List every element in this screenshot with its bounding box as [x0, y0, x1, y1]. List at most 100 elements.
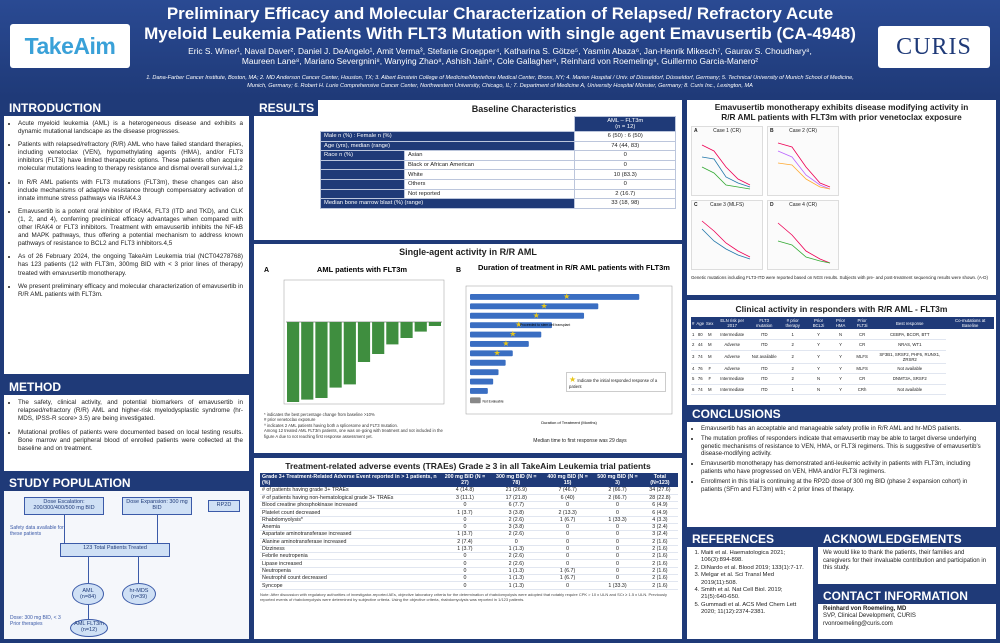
responders-cell: Intermediate [714, 329, 750, 340]
responders-cell: Adverse [714, 339, 750, 351]
traes-cell: Aspartate aminotransferase increased [260, 530, 440, 539]
swimmer-bar [470, 322, 552, 329]
response-star-icon: ★ [533, 311, 540, 320]
traes-panel: Treatment-related adverse events (TRAEs)… [253, 457, 683, 640]
traes-cell: 2 (1.6) [641, 567, 678, 576]
responders-cell: 1 [691, 329, 696, 340]
responders-row: 6 74 M Intermediate ITD 1 N Y CRh Not available [691, 384, 994, 395]
responders-cell: CR [851, 329, 874, 340]
waterfall-bar [428, 322, 441, 326]
traes-cell: 0 [593, 538, 642, 546]
contact-name: Reinhard von Roemeling, MD [823, 606, 907, 612]
swimmer-footnote: Median time to first response was 29 day… [533, 438, 627, 444]
waterfall-bar [343, 322, 356, 385]
responders-header: Sex [705, 317, 715, 329]
panel-a-title: AML patients with FLT3m [317, 265, 407, 274]
baseline-row: Black or African American 0 [320, 159, 676, 171]
contact-role: SVP, Clinical Development, CURIS [823, 613, 916, 620]
contact-email[interactable]: rvonroemeling@curis.com [823, 620, 893, 627]
traes-cell: 0 [593, 552, 642, 561]
traes-cell: 7 (46.7) [541, 487, 594, 495]
traes-cell: 0 [541, 538, 594, 546]
swimmer-bar [470, 341, 529, 347]
swimmer-bar [470, 369, 499, 376]
traes-cell: 1 (1.3) [490, 545, 542, 554]
traes-header: 300 mg BID (N = 78) [490, 473, 542, 487]
traes-cell: Lipase increased [260, 559, 440, 568]
swimmer-legend: ★ Indicate the initial responded respons… [566, 372, 666, 392]
traes-cell: # of patients having non-hematological g… [260, 494, 440, 503]
waterfall-bar [315, 322, 328, 398]
study-flowchart: Dose Escalation: 200/300/400/500 mg BID … [4, 491, 249, 639]
introduction-panel: INTRODUCTION Acute myeloid leukemia (AML… [3, 99, 250, 375]
traes-cell: 2 (1.6) [641, 545, 678, 554]
traes-cell: 0 [593, 508, 642, 517]
traes-cell: 28 (22.8) [641, 494, 678, 503]
baseline-row: Median bone marrow blast (%) (range) 33 (… [319, 198, 676, 209]
baseline-label [320, 169, 405, 180]
traes-cell: 1 (3.7) [439, 508, 491, 517]
responders-cell: 76 [695, 363, 706, 374]
baseline-row: Others 0 [320, 178, 676, 190]
emav-title: Emavusertib monotherapy exhibits disease… [714, 102, 969, 122]
traes-row: Alanine aminotransferase increased 2 (7.4… [260, 538, 678, 546]
responders-cell: 2 [778, 373, 807, 385]
intro-bullet: Emavusertib is a potent oral inhibitor o… [18, 208, 243, 248]
responders-cell: CR [851, 339, 874, 351]
traes-cell: # of patients having grade 3+ TRAEs [260, 487, 440, 495]
responders-cell: 1 [778, 384, 807, 395]
swimmer-bar [470, 303, 599, 310]
traes-cell: 6 (7.7) [490, 501, 542, 510]
traes-cell: 0 [541, 530, 594, 539]
baseline-value: 0 [574, 178, 676, 190]
traes-cell: 17 (21.8) [490, 494, 542, 503]
response-star-icon: ★ [541, 301, 548, 310]
responders-cell: 2 [691, 339, 696, 351]
panel-b-title: Duration of treatment in R/R AML patient… [478, 263, 670, 272]
responders-row: 2 44 M Adverse ITD 2 Y Y CR NRAS, WT1 [691, 339, 994, 351]
emav-note: Genetic mutations including FLT3-ITD wer… [691, 275, 988, 280]
traes-cell: 0 [541, 501, 594, 510]
traes-row: Neutrophil count decreased 0 1 (1.3) 1 (6.7… [260, 574, 678, 583]
responders-cell: 3 [691, 350, 696, 364]
baseline-row: Male n (%) : Female n (%) 6 (50) : 6 (50) [319, 131, 676, 142]
conclusion-bullet: Enrollment in this trial is continuing a… [701, 478, 990, 494]
baseline-value: 2 (16.7) [574, 188, 676, 200]
traes-row: Anemia 0 3 (3.8) 0 0 3 (2.4) [260, 523, 678, 532]
swimmer-bar [470, 331, 542, 338]
swimmer-bar [470, 388, 488, 394]
conclusion-bullet: Emavusertib monotherapy has demonstrated… [701, 460, 990, 476]
results-heading: RESULTS [254, 100, 318, 116]
responders-cell: M [705, 350, 715, 364]
responders-cell: Y [830, 384, 852, 395]
traes-cell: 0 [593, 545, 642, 554]
introduction-heading: INTRODUCTION [4, 100, 249, 116]
baseline-value: 33 (18, 98) [574, 198, 676, 209]
single-agent-title: Single-agent activity in R/R AML [399, 247, 537, 257]
responders-cell: 80 [695, 329, 706, 340]
traes-cell: 2 (2.6) [490, 559, 542, 568]
responders-cell: 74 [695, 350, 706, 364]
baseline-value: 74 (44, 83) [574, 140, 676, 152]
responders-cell: 2 [778, 339, 807, 351]
case-plot: B Case 2 (CR) [767, 126, 839, 196]
flow-escalation: Dose Escalation: 200/300/400/500 mg BID [24, 497, 104, 515]
contact-heading: CONTACT INFORMATION [818, 588, 996, 604]
method-heading: METHOD [4, 379, 249, 395]
responders-cell: Y [807, 339, 831, 351]
references-heading: REFERENCES [687, 531, 813, 547]
baseline-title: Baseline Characteristics [471, 104, 577, 114]
waterfall-chart: A AML patients with FLT3m [264, 265, 445, 405]
panel-b-letter: B [456, 267, 461, 274]
traes-cell: 0 [593, 523, 642, 532]
responders-cell: 6 [691, 384, 696, 395]
baseline-row: White 10 (83.3) [320, 169, 676, 180]
flow-aml: AML (n=84) [72, 583, 104, 605]
case-plot: D Case 4 (CR) [767, 200, 839, 270]
swimmer-xlabel: Duration of Treatment (Months) [541, 420, 597, 425]
traes-cell: 6 (4.9) [641, 508, 678, 517]
reference-item: Smith et al. Nat Cell Biol. 2019; 21(5):… [701, 587, 809, 602]
traes-cell: 1 (6.7) [541, 567, 594, 576]
traes-cell: 0 [439, 567, 491, 576]
conclusion-bullet: The mutation profiles of responders indi… [701, 435, 990, 458]
